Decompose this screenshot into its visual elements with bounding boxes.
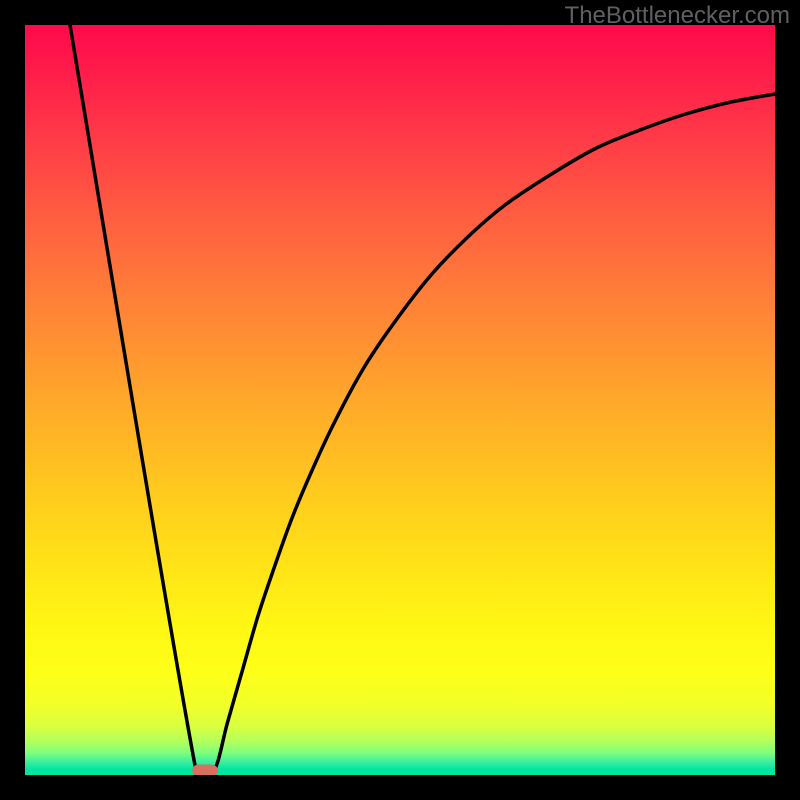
chart-root: TheBottlenecker.com <box>0 0 800 800</box>
chart-background-gradient <box>25 25 775 775</box>
optimum-marker <box>192 765 218 777</box>
bottleneck-chart <box>0 0 800 800</box>
watermark-text: TheBottlenecker.com <box>565 2 790 30</box>
